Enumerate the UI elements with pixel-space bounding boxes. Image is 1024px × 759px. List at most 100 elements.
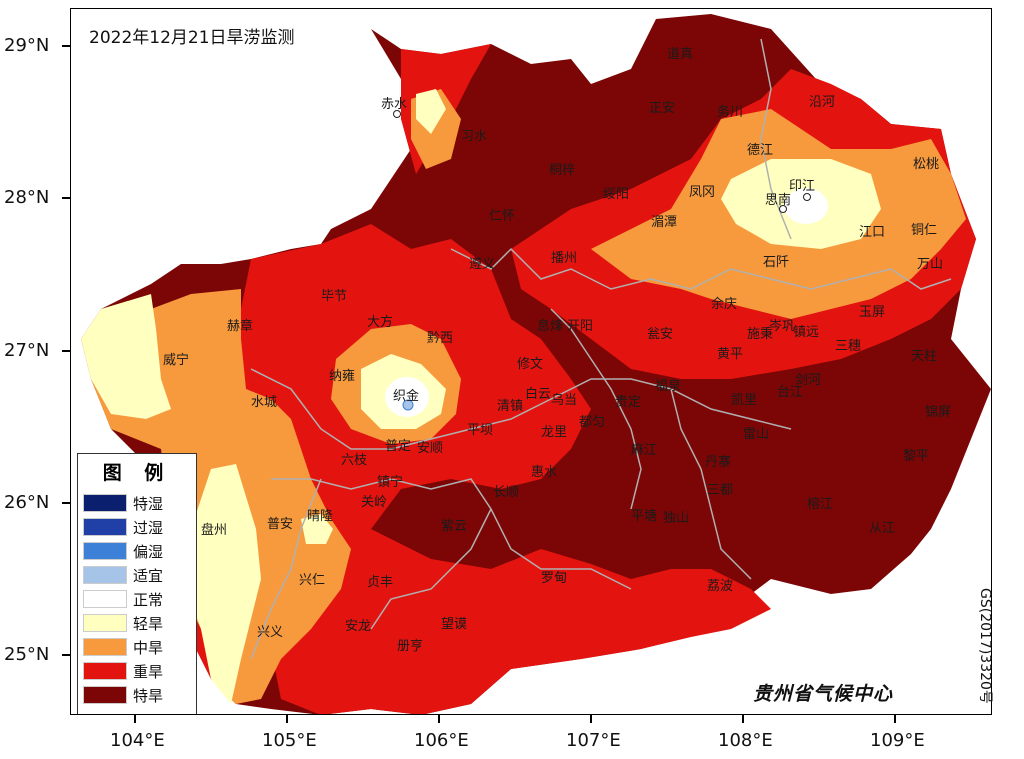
city-label: 六枝 [341, 453, 368, 468]
city-label: 道真 [667, 47, 694, 62]
zone-severe-drought-south [271, 529, 771, 714]
legend-label: 特湿 [133, 495, 164, 513]
city-label: 织金 [393, 389, 420, 404]
city-label: 从江 [869, 521, 896, 536]
city-label: 望谟 [441, 617, 468, 632]
city-label: 独山 [663, 511, 690, 526]
city-label: 贵定 [615, 395, 642, 410]
city-label: 平塘 [631, 509, 658, 524]
city-label: 白云 [525, 387, 552, 402]
city-label: 思南 [765, 193, 792, 208]
city-label: 毕节 [321, 289, 348, 304]
city-label: 台江 [777, 385, 804, 400]
legend-label: 正常 [133, 591, 164, 609]
legend-item: 特湿 [83, 492, 195, 513]
city-label: 石阡 [763, 255, 790, 270]
latitude-tick [62, 654, 70, 656]
zone-normal-sinan [784, 188, 828, 224]
city-label: 丹寨 [705, 455, 732, 470]
latitude-label: 26°N [4, 492, 50, 513]
zone-light-drought-qinglong [301, 514, 333, 544]
city-label: 普定 [385, 439, 412, 454]
legend-item: 轻旱 [83, 612, 195, 633]
city-label: 榕江 [807, 497, 834, 512]
legend-label: 重旱 [133, 663, 164, 681]
city-label: 贞丰 [367, 575, 394, 590]
city-label: 务川 [717, 105, 744, 120]
city-label: 关岭 [361, 495, 388, 510]
city-label: 惠水 [531, 465, 558, 480]
city-label: 黔西 [427, 331, 454, 346]
legend-label: 过湿 [133, 519, 164, 537]
city-label: 沿河 [809, 95, 836, 110]
legend-item: 过湿 [83, 516, 195, 537]
city-label: 乌当 [551, 393, 578, 408]
city-label: 余庆 [711, 297, 738, 312]
city-label: 仁怀 [489, 209, 516, 224]
zone-light-drought-weining [81, 294, 171, 419]
legend-label: 偏湿 [133, 543, 164, 561]
longitude-label: 104°E [110, 730, 165, 751]
latitude-tick [62, 502, 70, 504]
legend-swatch [83, 494, 127, 512]
city-marker [393, 110, 401, 118]
city-label: 息烽 [537, 319, 564, 334]
longitude-tick [894, 715, 896, 723]
city-label: 赤水 [381, 97, 408, 112]
drought-map [81, 14, 991, 714]
longitude-tick [438, 715, 440, 723]
longitude-tick [134, 715, 136, 723]
city-label: 兴义 [257, 625, 284, 640]
city-label: 镇宁 [377, 475, 404, 490]
city-label: 遵义 [469, 257, 496, 272]
city-label: 龙里 [541, 425, 568, 440]
city-label: 瓮安 [647, 327, 674, 342]
city-label: 纳雍 [329, 369, 356, 384]
city-label: 清镇 [497, 399, 524, 414]
city-label: 天柱 [911, 349, 938, 364]
city-label: 铜仁 [911, 223, 938, 238]
map-title: 2022年12月21日旱涝监测 [89, 28, 295, 48]
city-label: 紫云 [441, 519, 468, 534]
city-label: 江口 [859, 225, 886, 240]
city-label: 黄平 [717, 347, 744, 362]
city-label: 绥阳 [603, 187, 630, 202]
latitude-label: 25°N [4, 644, 50, 665]
legend-item: 重旱 [83, 660, 195, 681]
legend-title: 图 例 [102, 462, 172, 484]
agency-credit: 贵州省气候中心 [753, 683, 894, 705]
city-label: 黎平 [903, 449, 930, 464]
legend-item: 正常 [83, 588, 195, 609]
legend-item: 适宜 [83, 564, 195, 585]
city-label: 三都 [707, 483, 734, 498]
legend-swatch [83, 590, 127, 608]
boundaries [250, 38, 952, 660]
longitude-label: 108°E [718, 730, 773, 751]
city-label: 雷山 [743, 427, 770, 442]
legend-swatch [83, 686, 127, 704]
legend-item: 特旱 [83, 684, 195, 705]
city-label: 万山 [917, 257, 944, 272]
longitude-label: 106°E [414, 730, 469, 751]
city-label: 凤冈 [689, 185, 716, 200]
city-label: 水城 [251, 395, 278, 410]
latitude-tick [62, 197, 70, 199]
longitude-tick [590, 715, 592, 723]
city-label: 修文 [517, 357, 544, 372]
longitude-label: 105°E [262, 730, 317, 751]
longitude-label: 109°E [870, 730, 925, 751]
city-label: 赫章 [227, 319, 254, 334]
legend-item: 中旱 [83, 636, 195, 657]
legend-item: 偏湿 [83, 540, 195, 561]
city-label: 播州 [551, 251, 578, 266]
legend-swatch [83, 614, 127, 632]
city-label: 荔波 [707, 579, 734, 594]
legend-label: 中旱 [133, 639, 164, 657]
legend-label: 适宜 [133, 567, 164, 585]
legend-label: 特旱 [133, 687, 164, 705]
city-label: 长顺 [493, 485, 520, 500]
zone-normal-zhijin [385, 377, 429, 417]
legend-swatch [83, 542, 127, 560]
city-label: 盘州 [201, 523, 228, 538]
zone-suitable-zhijin [402, 399, 414, 411]
